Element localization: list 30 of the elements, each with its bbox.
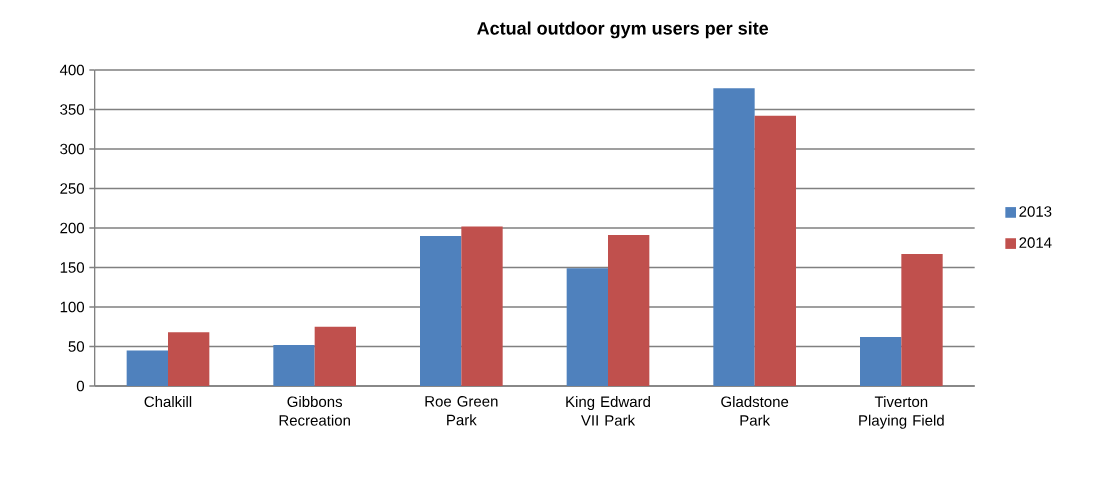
bar (754, 115, 797, 386)
x-tick-label: Chalkill (144, 396, 192, 408)
bar (420, 235, 462, 386)
y-tick-label: 50 (68, 341, 85, 352)
x-tick-label: Roe Green Park (425, 396, 498, 426)
y-tick-label: 350 (60, 104, 85, 115)
bar (168, 332, 210, 386)
bar (314, 326, 356, 386)
bar (860, 337, 902, 386)
y-tick-label: 150 (60, 262, 85, 273)
y-tick-label: 250 (60, 183, 85, 194)
y-tick-label: 200 (60, 222, 85, 234)
x-tick-label: Gladstone Park (721, 396, 789, 426)
x-tick-label: Tiverton Playing Field (859, 396, 944, 429)
legend-label: 2014 (1019, 237, 1052, 248)
y-tick-label: 100 (60, 301, 85, 313)
y-tick-label: 300 (60, 143, 85, 155)
bar (566, 268, 608, 386)
bar (713, 88, 755, 386)
bar (126, 350, 168, 386)
x-tick-label: King Edward VII Park (566, 396, 650, 426)
bar (608, 235, 650, 386)
bar (901, 254, 943, 386)
bar (461, 226, 503, 386)
y-tick-label: 400 (59, 64, 85, 76)
y-tick-label: 0 (76, 380, 85, 392)
x-tick-label: Gibbons Recreation (279, 396, 350, 426)
chart-title: Actual outdoor gym users per site (477, 21, 769, 39)
legend-label: 2013 (1019, 206, 1052, 217)
bar (273, 344, 315, 386)
